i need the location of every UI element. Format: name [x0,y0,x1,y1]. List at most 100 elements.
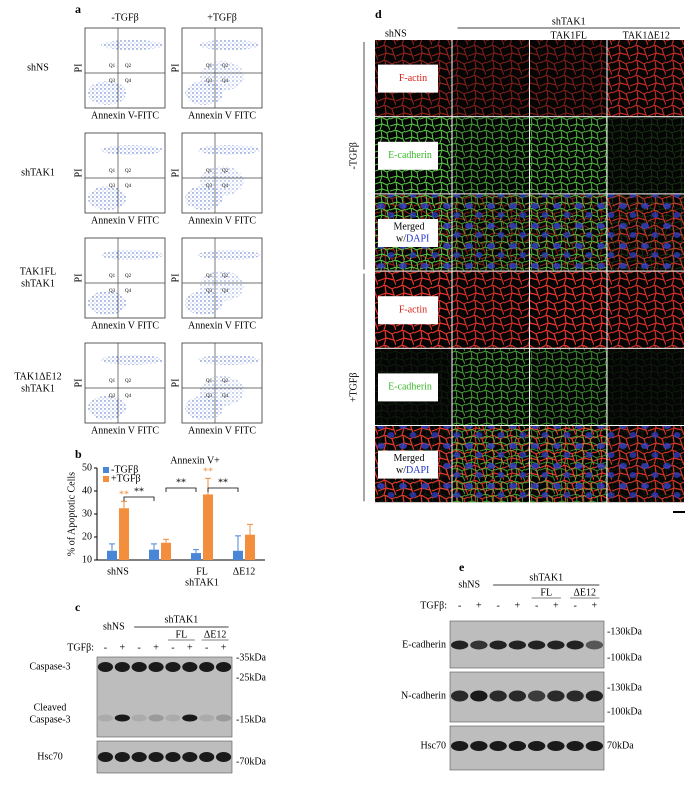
band [547,690,565,702]
marker-label: -100kDa [607,652,643,663]
column-header: +TGFβ [207,12,237,23]
cadherin-signal [607,348,684,425]
label-backdrop [378,141,438,170]
significance: ** [218,477,228,488]
stain-label: E-cadherin [388,150,432,161]
group-label: shNS [458,579,480,590]
x-tick-label: FL [196,566,208,577]
band [450,741,469,751]
group-label: ΔE12 [204,629,227,640]
cell-cluster [200,166,244,196]
bar [203,494,213,560]
label-backdrop [378,373,438,402]
stain-label: F-actin [399,304,427,315]
quadrant-label: Q3 [206,184,213,189]
bracket [207,487,239,492]
cell-cluster [200,271,244,301]
column-header: shTAK1 [552,16,586,27]
x-tick-label: shNS [107,566,129,577]
quadrant-label: Q4 [125,289,132,294]
quadrant-label: Q2 [125,64,132,69]
bar [191,553,201,560]
row-label: shTAK1 [21,383,55,394]
quadrant-label: Q2 [222,169,229,174]
lane-label: - [104,642,107,653]
marker-label: -130kDa [607,626,643,637]
y-axis-label: PI [170,274,181,283]
cell-band [198,355,260,365]
quadrant-label: Q2 [125,379,132,384]
legend-swatch [103,467,109,473]
lane-label: - [496,600,499,611]
x-axis-label: Annexin V FITC [91,215,159,226]
label-backdrop [378,450,438,479]
quadrant-label: Q3 [206,79,213,84]
cell-band [198,145,260,155]
legend-swatch [103,476,109,482]
actin-signal [607,271,684,348]
quadrant-label: Q1 [109,274,116,279]
quadrant-label: Q2 [222,274,229,279]
band [508,640,527,650]
lane-label: + [221,642,227,653]
quadrant-label: Q3 [109,394,116,399]
quadrant-label: Q1 [206,274,213,279]
actin-signal [530,40,607,117]
dapi-signal [530,426,607,503]
lane-label: - [535,600,538,611]
quadrant-label: Q4 [125,79,132,84]
band [148,714,164,722]
column-header: shNS [385,28,407,39]
lane-label: - [138,642,141,653]
band [215,752,232,762]
lane-label: + [553,600,559,611]
y-axis-label: PI [73,64,84,73]
band [148,662,164,672]
row-label: TAK1ΔE12 [14,371,61,382]
band [131,662,147,672]
y-tick-label: 40 [82,485,92,496]
label-backdrop [378,64,438,93]
label-backdrop [378,219,438,247]
bracket [123,496,155,501]
quadrant-label: Q2 [222,379,229,384]
band [165,752,181,762]
group-label: FL [176,629,188,640]
band [470,640,488,650]
treatment-label: TGFβ: [67,642,94,653]
y-tick-label: 30 [82,508,92,519]
row-label: shNS [27,62,49,73]
band [97,714,114,722]
dapi-signal [452,426,529,503]
band [199,714,215,722]
quadrant-label: Q1 [109,64,116,69]
quadrant-label: Q2 [222,64,229,69]
cell-cluster [88,396,126,420]
dapi-signal [607,426,684,503]
significance: ** [119,490,129,501]
y-axis-label: PI [170,64,181,73]
band [97,662,114,672]
actin-signal [607,40,684,117]
lane-label: + [515,600,521,611]
lane-label: + [187,642,193,653]
dapi-signal [530,194,607,271]
y-tick-label: 50 [82,462,92,473]
column-header: TAK1FL [551,30,587,41]
quadrant-label: Q4 [125,394,132,399]
x-tick-label: ΔE12 [233,566,256,577]
row-label: Hsc70 [420,740,446,751]
x-axis-label: Annexin V FITC [91,425,159,436]
group-label: shTAK1 [529,572,563,583]
stain-label: Merged [394,453,425,464]
significance: ** [134,486,144,497]
band [527,690,546,702]
band [566,690,584,702]
legend-label: +TGFβ [111,473,141,484]
marker-label: -35kDa [236,652,267,663]
lane-label: + [592,600,598,611]
quadrant-label: Q1 [206,379,213,384]
condition-label: +TGFβ [348,373,359,403]
quadrant-label: Q4 [125,184,132,189]
quadrant-label: Q4 [222,79,229,84]
